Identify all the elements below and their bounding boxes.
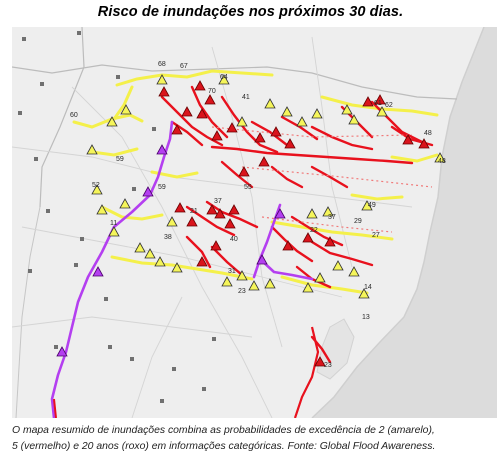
svg-text:70: 70 [208,88,216,95]
svg-text:55: 55 [244,184,252,191]
map-caption: O mapa resumido de inundações combina as… [12,423,497,455]
road-network [12,36,413,418]
svg-text:40: 40 [230,236,238,243]
svg-text:52: 52 [92,182,100,189]
svg-text:14: 14 [364,284,372,291]
river-stripes-5yr [211,126,433,233]
caption-line-1: O mapa resumido de inundações combina as… [12,425,435,436]
flood-map[interactable]: 68 67 64 70 41 60 61 62 48 48 59 59 55 52 11 37 29 4… [12,27,497,418]
svg-text:64: 64 [220,74,228,81]
svg-text:48: 48 [424,130,432,137]
city-markers [18,31,216,403]
svg-text:37: 37 [214,198,222,205]
svg-text:13: 13 [362,314,370,321]
svg-text:31: 31 [228,268,236,275]
svg-text:60: 60 [70,112,78,119]
river-5yr-west [53,398,57,418]
svg-text:68: 68 [158,61,166,68]
warning-triangles-2yr [86,74,446,299]
country-border [39,27,85,208]
caption-line-2: 5 (vermelho) e 20 anos (roxo) em informa… [12,441,436,452]
coastline [311,27,485,418]
country-border [15,206,41,418]
svg-text:49: 49 [368,202,376,209]
svg-text:67: 67 [180,63,188,70]
river-network-5yr [160,85,434,364]
svg-text:38: 38 [164,234,172,241]
svg-text:37: 37 [328,214,336,221]
svg-text:21: 21 [190,208,198,215]
svg-text:23: 23 [238,288,246,295]
state-border [12,64,458,100]
svg-text:59: 59 [116,156,124,163]
svg-text:41: 41 [242,94,250,101]
svg-text:23: 23 [324,362,332,369]
map-title: Risco de inundações nos próximos 30 dias… [97,4,404,20]
svg-text:62: 62 [385,102,393,109]
station-labels: 68 67 64 70 41 60 61 62 48 48 59 59 55 52 11 37 29 4… [70,61,446,369]
lagoon [316,318,355,380]
svg-text:22: 22 [310,227,318,234]
warning-triangles-20yr [56,144,286,357]
river-main-lower [293,326,320,418]
svg-text:59: 59 [158,184,166,191]
svg-text:61: 61 [374,100,382,107]
svg-text:29: 29 [354,218,362,225]
svg-text:48: 48 [438,158,446,165]
svg-text:11: 11 [110,220,117,227]
ocean-area [312,27,497,418]
svg-text:27: 27 [372,232,380,239]
warning-triangles-5yr [158,80,430,367]
